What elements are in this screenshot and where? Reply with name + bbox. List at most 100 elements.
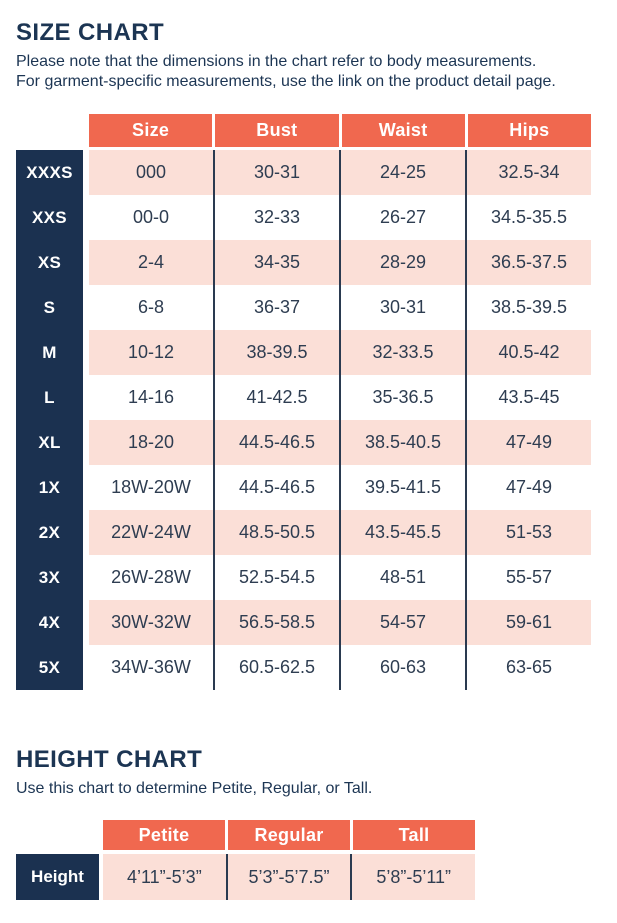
size-chart-cell: 32.5-34 [465,150,591,195]
size-chart-row: XXS 00-0 32-33 26-27 34.5-35.5 [16,195,591,240]
size-chart-table: Size Bust Waist Hips XXXS 000 30-31 24-25 32.5-… [16,114,591,690]
size-chart-row: L 14-16 41-42.5 35-36.5 43.5-45 [16,375,591,420]
height-chart-header-row: Petite Regular Tall [103,820,475,850]
size-row-label: S [16,285,83,330]
height-chart-cell: 5’8”-5’11” [350,854,476,900]
size-chart-cell: 39.5-41.5 [339,465,465,510]
size-chart-description-line1: Please note that the dimensions in the c… [16,53,537,70]
size-chart-cell: 35-36.5 [339,375,465,420]
size-row-label: 3X [16,555,83,600]
height-chart-header-petite: Petite [103,820,225,850]
height-chart-header-tall: Tall [353,820,475,850]
size-chart-cell: 60-63 [339,645,465,690]
size-chart-cell: 44.5-46.5 [213,465,339,510]
size-row-label: 2X [16,510,83,555]
size-chart-cell: 60.5-62.5 [213,645,339,690]
size-chart-cell: 18W-20W [111,477,191,497]
size-row-label: XXS [16,195,83,240]
size-chart-cell: 55-57 [465,555,591,600]
size-chart-cell: 34W-36W [111,657,191,677]
size-row-label: M [16,330,83,375]
size-chart-row: XL 18-20 44.5-46.5 38.5-40.5 47-49 [16,420,591,465]
size-table-gap [83,285,89,330]
size-chart-title: SIZE CHART [16,19,164,46]
size-row-label: XL [16,420,83,465]
size-chart-cell: 54-57 [339,600,465,645]
height-chart-header-regular: Regular [228,820,350,850]
size-chart-cell: 38.5-40.5 [339,420,465,465]
size-chart-cell: 51-53 [465,510,591,555]
size-table-gap [83,510,89,555]
size-chart-cell: 48-51 [339,555,465,600]
size-chart-cell: 38.5-39.5 [465,285,591,330]
size-chart-cell: 41-42.5 [213,375,339,420]
size-chart-header-bust: Bust [215,114,339,147]
size-table-gap [83,330,89,375]
size-chart-cell: 24-25 [339,150,465,195]
size-row-label: 4X [16,600,83,645]
size-chart-row: XS 2-4 34-35 28-29 36.5-37.5 [16,240,591,285]
size-chart-cell: 18-20 [89,420,213,465]
height-chart-table: Petite Regular Tall Height 4’11”-5’3” 5’3”-… [16,820,476,900]
size-chart-cell: 26W-28W [111,567,191,587]
size-chart-cell: 47-49 [465,420,591,465]
height-table-gap [99,854,103,900]
size-chart-row: 4X 30W-32W 56.5-58.5 54-57 59-61 [16,600,591,645]
size-chart-cell: 56.5-58.5 [213,600,339,645]
size-chart-description-line2: For garment-specific measurements, use t… [16,73,556,90]
size-row-label: 1X [16,465,83,510]
size-table-gap [83,420,89,465]
size-chart-row: S 6-8 36-37 30-31 38.5-39.5 [16,285,591,330]
size-chart-section: SIZE CHART Please note that the dimensio… [16,20,601,690]
height-row-label: Height [16,854,99,900]
size-chart-cell: 38-39.5 [213,330,339,375]
size-table-gap [83,150,89,195]
size-chart-row: 2X 22W-24W 48.5-50.5 43.5-45.5 51-53 [16,510,591,555]
size-table-gap [83,195,89,240]
height-chart-title: HEIGHT CHART [16,746,203,773]
height-chart-cell: 4’11”-5’3” [103,854,226,900]
size-chart-header-waist: Waist [341,114,465,147]
size-chart-cell: 36.5-37.5 [465,240,591,285]
size-chart-cell: 00-0 [132,207,170,227]
size-row-label: XS [16,240,83,285]
size-chart-cell: 22W-24W [89,510,213,555]
size-chart-cell: 43.5-45.5 [339,510,465,555]
size-row-label: XXXS [16,150,83,195]
height-chart-cell: 5’3”-5’7.5” [225,854,351,900]
size-chart-cell: 000 [89,150,213,195]
height-chart-section: HEIGHT CHART Use this chart to determine… [16,747,601,900]
size-row-label: 5X [16,645,83,690]
size-chart-cell: 32-33 [213,195,339,240]
size-chart-cell: 26-27 [339,195,465,240]
size-table-gap [83,375,89,420]
size-chart-cell: 36-37 [213,285,339,330]
size-chart-cell: 10-12 [89,330,213,375]
size-chart-cell: 48.5-50.5 [213,510,339,555]
size-row-label: L [16,375,83,420]
size-chart-cell: 30-31 [339,285,465,330]
size-chart-cell: 63-65 [465,645,591,690]
size-table-gap [83,645,89,690]
size-chart-cell: 47-49 [465,465,591,510]
size-chart-cell: 43.5-45 [465,375,591,420]
size-chart-cell: 52.5-54.5 [213,555,339,600]
size-chart-cell: 14-16 [127,387,175,407]
size-chart-row: M 10-12 38-39.5 32-33.5 40.5-42 [16,330,591,375]
size-table-gap [83,240,89,285]
size-chart-cell: 34.5-35.5 [465,195,591,240]
size-chart-cell: 6-8 [137,297,164,317]
size-chart-row: 3X 26W-28W 52.5-54.5 48-51 55-57 [16,555,591,600]
size-chart-body: XXXS 000 30-31 24-25 32.5-34 XXS 00-0 32-33 26-2… [16,150,591,690]
size-chart-cell: 40.5-42 [465,330,591,375]
size-chart-cell: 30-31 [213,150,339,195]
size-chart-header-hips: Hips [467,114,591,147]
size-chart-header-size: Size [89,114,213,147]
size-chart-row: 5X 34W-36W 60.5-62.5 60-63 63-65 [16,645,591,690]
size-table-gap [83,555,89,600]
size-chart-row: 1X 18W-20W 44.5-46.5 39.5-41.5 47-49 [16,465,591,510]
size-chart-cell: 2-4 [89,240,213,285]
size-table-gap [83,600,89,645]
size-chart-cell: 34-35 [213,240,339,285]
